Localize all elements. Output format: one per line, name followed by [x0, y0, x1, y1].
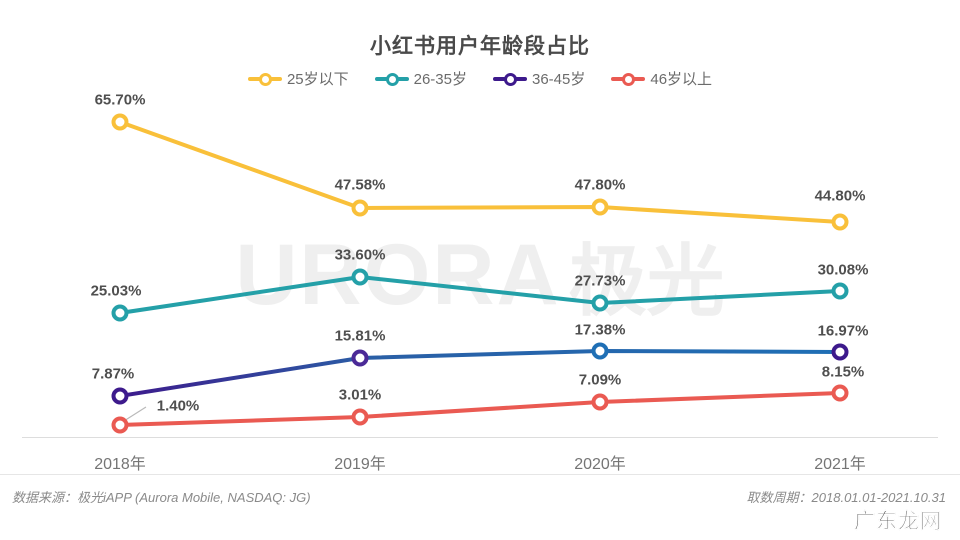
legend-item-26-35[interactable]: 26-35岁	[374, 68, 467, 89]
legend-label: 25岁以下	[286, 71, 349, 88]
data-label-over-46-2020: 7.09%	[578, 371, 622, 389]
data-label-over-46-2019: 3.01%	[338, 386, 382, 404]
data-point-marker[interactable]	[351, 199, 369, 217]
data-period-note: 取数周期：2018.01.01-2021.10.31	[746, 490, 946, 505]
data-point-marker[interactable]	[111, 416, 129, 434]
data-point-marker[interactable]	[591, 393, 609, 411]
footer-divider	[0, 474, 960, 475]
x-axis-tick-2018: 2018年	[94, 456, 146, 473]
data-point-marker[interactable]	[591, 294, 609, 312]
data-source-note: 数据来源：极光iAPP (Aurora Mobile, NASDAQ: JG)	[12, 490, 311, 505]
series-line-under-25	[118, 120, 842, 224]
data-label-26-35-2019: 33.60%	[334, 246, 386, 264]
legend-item-36-45[interactable]: 36-45岁	[493, 68, 585, 89]
data-point-marker[interactable]	[351, 349, 369, 367]
series-line-36-45	[118, 349, 842, 398]
legend-marker-icon	[611, 72, 646, 86]
data-point-marker[interactable]	[591, 198, 609, 216]
legend-marker-icon	[493, 72, 527, 86]
data-label-under-25-2021: 44.80%	[814, 187, 866, 205]
data-point-marker[interactable]	[111, 113, 129, 131]
data-label-26-35-2018: 25.03%	[90, 282, 142, 300]
data-label-under-25-2018: 65.70%	[94, 91, 146, 109]
x-axis-tick-2021: 2021年	[814, 456, 866, 473]
data-label-36-45-2019: 15.81%	[334, 327, 386, 345]
data-point-marker[interactable]	[831, 213, 849, 231]
legend-label: 46岁以上	[650, 71, 713, 88]
x-axis-line	[22, 437, 938, 438]
data-point-marker[interactable]	[351, 268, 369, 286]
label-leader-line	[123, 406, 147, 422]
data-point-marker[interactable]	[351, 408, 369, 426]
site-watermark: 广东龙网	[854, 510, 942, 533]
series-line-26-35	[118, 275, 842, 315]
data-point-marker[interactable]	[591, 342, 609, 360]
data-point-marker[interactable]	[831, 384, 849, 402]
data-label-26-35-2020: 27.73%	[574, 272, 626, 290]
chart-title: 小红书用户年龄段占比	[370, 35, 590, 58]
x-axis-tick-2019: 2019年	[334, 456, 386, 473]
data-label-under-25-2019: 47.58%	[334, 176, 386, 194]
data-label-36-45-2021: 16.97%	[817, 322, 869, 340]
legend-label: 26-35岁	[413, 71, 467, 88]
data-label-26-35-2021: 30.08%	[817, 261, 869, 279]
legend-label: 36-45岁	[532, 71, 586, 88]
data-label-over-46-2018: 1.40%	[156, 397, 200, 415]
legend-marker-icon	[247, 72, 282, 86]
data-label-36-45-2018: 7.87%	[91, 365, 135, 383]
data-point-marker[interactable]	[111, 304, 129, 322]
data-point-marker[interactable]	[111, 387, 129, 405]
data-label-under-25-2020: 47.80%	[574, 176, 626, 194]
legend-item-under-25[interactable]: 25岁以下	[247, 68, 349, 89]
data-label-36-45-2020: 17.38%	[574, 321, 626, 339]
data-point-marker[interactable]	[831, 282, 849, 300]
series-line-over-46	[118, 391, 842, 427]
x-axis-tick-2020: 2020年	[574, 456, 626, 473]
legend-item-over-46[interactable]: 46岁以上	[611, 68, 712, 89]
chart-legend: 25岁以下 26-35岁 36-45岁 46岁以上	[0, 68, 960, 89]
data-point-marker[interactable]	[831, 343, 849, 361]
legend-marker-icon	[374, 72, 409, 86]
data-label-over-46-2021: 8.15%	[821, 363, 865, 381]
